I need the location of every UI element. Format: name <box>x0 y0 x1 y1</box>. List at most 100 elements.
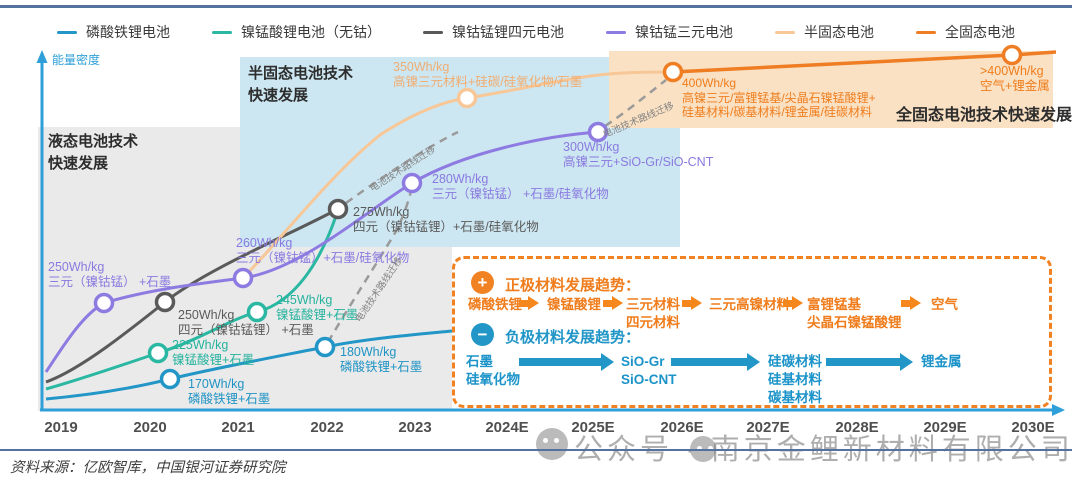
legend-dash-icon <box>57 30 77 34</box>
x-tick: 2027E <box>746 419 790 436</box>
top-divider <box>0 5 1072 8</box>
point-ncm-280 <box>401 172 423 194</box>
milestone-label-lfp-170: 170Wh/kg 磷酸铁锂+石墨 <box>188 377 271 407</box>
legend-label: 镍钴锰三元电池 <box>635 24 733 40</box>
milestone-label-solid-400plus: >400Wh/kg 空气+锂金属 <box>980 64 1050 94</box>
milestone-label-ncm-300: 300Wh/kg 高镍三元+SiO-Gr/SiO-CNT <box>563 140 714 170</box>
wechat-icon <box>536 428 568 460</box>
arrow-right-icon <box>671 353 760 371</box>
chart-legend: 磷酸铁锂电池 镍锰酸锂电池（无钴） 镍钴锰锂四元电池 镍钴锰三元电池 半固态电池… <box>0 22 1072 42</box>
legend-label: 镍钴锰锂四元电池 <box>452 24 564 40</box>
region-semisolid <box>240 57 680 247</box>
migration-link-1 <box>326 190 413 343</box>
point-lfp-170 <box>159 368 181 390</box>
material-trend-box: + 正极材料发展趋势： 磷酸铁锂 镍锰酸锂 三元材料 四元材料 三元高镍材料 富… <box>452 256 1052 408</box>
milestone-label-semi-350: 350Wh/kg 高镍三元材料+硅碳/硅氧化物/石墨 <box>393 60 583 90</box>
legend-label: 半固态电池 <box>804 24 874 40</box>
milestone-markers <box>93 44 1023 390</box>
x-tick: 2029E <box>923 419 967 436</box>
x-tick: 2022 <box>310 419 344 436</box>
legend-dash-icon <box>775 30 795 34</box>
point-lnmo-225 <box>147 342 169 364</box>
point-lfp-180 <box>314 336 336 358</box>
arrow-right-icon <box>519 296 539 310</box>
arrow-right-icon <box>519 353 614 371</box>
point-ncm-300 <box>587 121 609 143</box>
migration-link-2 <box>345 130 459 205</box>
milestone-label-lnmo-245: 245Wh/kg 镍锰酸锂+石墨 <box>276 293 359 323</box>
point-semi-350 <box>456 87 478 109</box>
cathode-step-3: 三元材料 四元材料 <box>626 297 680 331</box>
legend-item-ncm: 镍钴锰三元电池 <box>606 22 733 42</box>
point-ncm-260 <box>232 267 254 289</box>
point-solid-400 <box>662 61 684 83</box>
legend-dash-icon <box>423 30 443 34</box>
legend-item-solid: 全固态电池 <box>916 22 1015 42</box>
x-axis-ticks: 2019 2020 2021 2022 2023 2024E 2025E 202… <box>0 419 1072 439</box>
anode-trend-title: 负极材料发展趋势： <box>505 329 641 346</box>
migration-link-3 <box>604 79 667 128</box>
anode-step-4: 锂金属 <box>921 354 962 369</box>
milestone-label-quad-250: 250Wh/kg 四元（镍钴锰锂） +石墨 <box>178 308 314 338</box>
x-tick: 2021 <box>221 419 255 436</box>
cathode-trend-title: 正极材料发展趋势： <box>505 277 641 294</box>
arrow-right-icon <box>901 296 921 310</box>
legend-label: 磷酸铁锂电池 <box>86 24 170 40</box>
arrow-right-icon <box>603 296 623 310</box>
phase-label-allsolid: 全固态电池技术快速发展 <box>896 107 1072 124</box>
arrow-right-icon <box>682 296 702 310</box>
x-tick: 2024E <box>485 419 529 436</box>
y-axis-arrow-icon <box>36 50 48 63</box>
point-lnmo-245 <box>246 301 268 323</box>
anode-step-2: SiO-Gr SiO-CNT <box>621 354 677 388</box>
phase-label-semisolid: 半固态电池技术 快速发展 <box>248 65 354 104</box>
cathode-step-6: 空气 <box>931 297 958 312</box>
x-tick: 2019 <box>44 419 78 436</box>
milestone-label-ncm-250: 250Wh/kg 三元（镍钴锰） +石墨 <box>48 260 172 290</box>
x-tick: 2020 <box>133 419 167 436</box>
cathode-step-4: 三元高镍材料 <box>709 297 790 312</box>
legend-item-lnmo: 镍锰酸锂电池（无钴） <box>212 22 381 42</box>
anode-step-3: 硅碳材料 硅基材料 碳基材料 <box>768 354 822 406</box>
plus-icon: + <box>471 271 494 294</box>
x-axis-arrow-icon <box>1052 404 1065 416</box>
milestone-label-solid-400: 400Wh/kg 高镍三元/富锂锰基/尖晶石镍锰酸锂+ 硅基材料/碳基材料/锂金属… <box>682 76 876 120</box>
line-lnmo <box>45 215 338 391</box>
watermark: 公众号 · 南京金鲤新材料有限公司 <box>574 434 1072 466</box>
milestone-label-lnmo-225: 225Wh/kg 镍锰酸锂+石墨 <box>172 338 255 368</box>
legend-label: 全固态电池 <box>945 24 1015 40</box>
arrow-right-icon <box>783 296 803 310</box>
arrow-right-icon <box>826 353 913 371</box>
minus-icon: − <box>471 323 494 346</box>
cathode-step-1: 磷酸铁锂 <box>468 297 522 312</box>
point-quad-250 <box>154 291 176 313</box>
cathode-step-5: 富锂锰基 尖晶石镍锰酸锂 <box>807 297 902 331</box>
legend-dash-icon <box>916 30 936 34</box>
milestone-label-ncm-260: 260Wh/kg 三元（镍钴锰）+石墨/硅氧化物 <box>236 236 410 266</box>
phase-label-liquid: 液态电池技术 快速发展 <box>48 133 139 172</box>
legend-item-lfp: 磷酸铁锂电池 <box>57 22 170 42</box>
x-tick: 2025E <box>571 419 615 436</box>
cathode-step-2: 镍锰酸锂 <box>547 297 601 312</box>
milestone-label-ncm-280: 280Wh/kg 三元（镍钴锰） +石墨/硅氧化物 <box>432 172 609 202</box>
legend-dash-icon <box>606 30 626 34</box>
bottom-divider <box>0 449 1072 451</box>
x-tick: 2028E <box>835 419 879 436</box>
source-note: 资料来源：亿欧智库，中国银河证券研究院 <box>10 460 286 476</box>
milestone-label-quad-275: 275Wh/kg 四元（镍钴锰锂）+石墨/硅氧化物 <box>353 205 539 235</box>
milestone-label-lfp-180: 180Wh/kg 磷酸铁锂+石墨 <box>340 345 423 375</box>
point-quad-275 <box>327 198 349 220</box>
x-tick: 2026E <box>660 419 704 436</box>
y-axis-label: 能量密度 <box>52 53 101 67</box>
legend-dash-icon <box>212 30 232 34</box>
x-tick: 2023 <box>398 419 432 436</box>
point-solid-400plus <box>1001 44 1023 66</box>
legend-item-quad: 镍钴锰锂四元电池 <box>423 22 564 42</box>
line-lfp <box>45 329 453 401</box>
anode-step-1: 石墨 硅氧化物 <box>466 354 520 388</box>
legend-item-semisolid: 半固态电池 <box>775 22 874 42</box>
point-ncm-250 <box>93 292 115 314</box>
legend-label: 镍锰酸锂电池（无钴） <box>241 24 381 40</box>
